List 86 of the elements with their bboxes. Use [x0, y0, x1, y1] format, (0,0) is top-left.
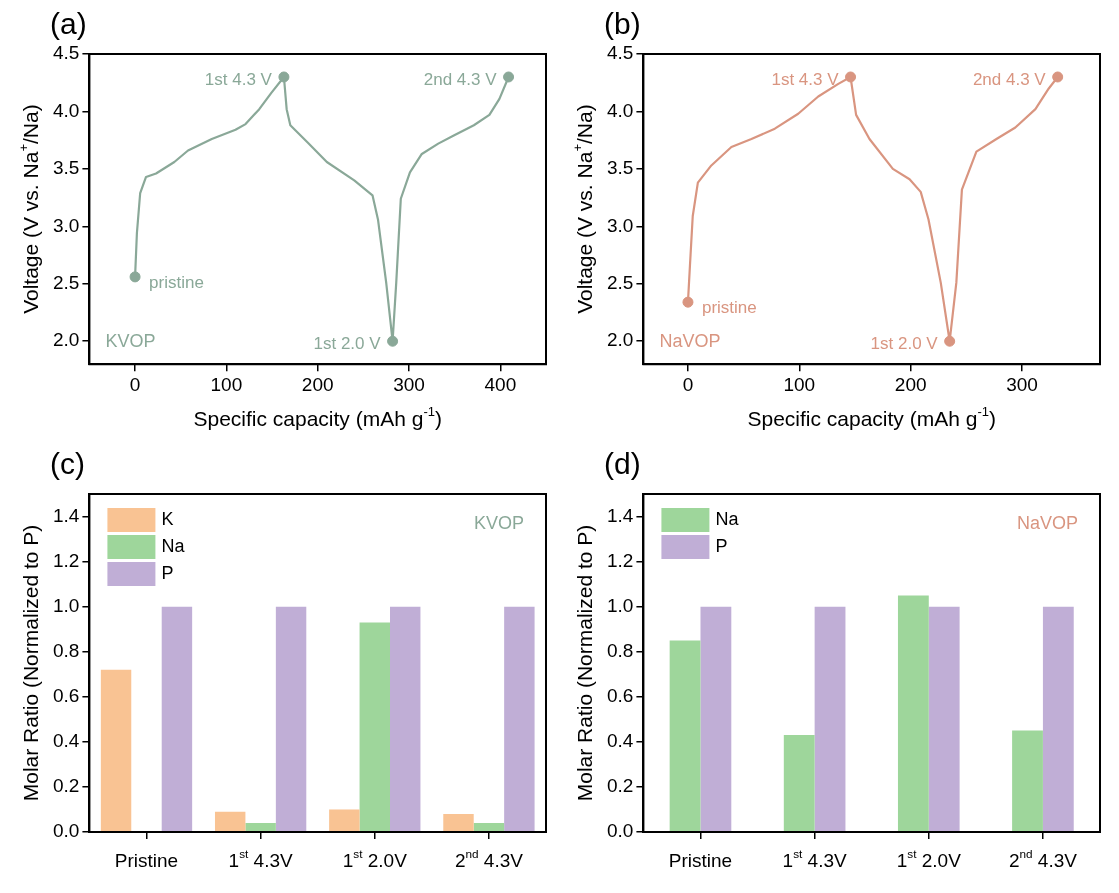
chart-title: (c) — [50, 447, 85, 481]
y-tick-label: 4.0 — [52, 99, 80, 121]
bar — [669, 640, 701, 832]
bar — [161, 606, 193, 832]
bar — [275, 606, 307, 832]
y-axis-title: Molar Ratio (Normalized to P) — [572, 524, 596, 802]
point — [503, 71, 515, 83]
x-tick-label: 100 — [783, 373, 816, 395]
y-tick-label: 4.5 — [606, 42, 634, 64]
bar — [245, 822, 276, 832]
annotation: NaVOP — [659, 331, 721, 352]
y-tick-label: 0.0 — [52, 820, 80, 842]
x-tick-label: Pristine — [668, 850, 733, 872]
y-tick-label: 0.8 — [52, 639, 80, 661]
bar — [329, 809, 360, 832]
legend-label: P — [715, 535, 728, 556]
y-tick-label: 2.0 — [606, 329, 634, 351]
bar — [928, 606, 960, 832]
bar — [783, 735, 815, 832]
legend-label: K — [161, 508, 174, 529]
y-tick-label: 1.2 — [606, 549, 634, 571]
x-tick-label: 0 — [129, 373, 141, 395]
bar — [1042, 606, 1074, 832]
point — [1052, 71, 1064, 83]
bar — [897, 595, 929, 832]
bar — [359, 622, 390, 832]
legend-label: P — [161, 562, 174, 583]
annotation: 1st 2.0 V — [313, 333, 382, 353]
y-tick-label: 0.6 — [52, 685, 80, 707]
y-tick-label: 3.0 — [52, 214, 80, 236]
y-tick-label: 4.5 — [52, 42, 80, 64]
y-tick-label: 3.5 — [52, 157, 80, 179]
x-tick-label: 100 — [210, 373, 243, 395]
bar — [100, 669, 132, 832]
y-tick-label: 1.4 — [606, 504, 634, 526]
x-tick-label: 200 — [894, 373, 927, 395]
annotation: 2nd 4.3 V — [423, 69, 498, 89]
y-tick-label: 3.0 — [606, 214, 634, 236]
point — [682, 296, 694, 308]
bar — [214, 811, 246, 832]
annotation: 1st 2.0 V — [870, 333, 939, 353]
y-tick-label: 0.8 — [606, 639, 634, 661]
y-tick-label: 0.4 — [606, 730, 634, 752]
chart-title: (b) — [604, 7, 641, 41]
y-axis-title: Voltage (V vs. Na+/Na) — [569, 104, 596, 314]
bar — [473, 822, 505, 832]
x-tick-label: 0 — [682, 373, 694, 395]
bar — [1012, 730, 1043, 832]
x-tick-label: 300 — [1006, 373, 1038, 395]
y-tick-label: 2.5 — [52, 272, 80, 294]
y-tick-label: 0.2 — [606, 775, 634, 797]
x-tick-label: 400 — [484, 373, 517, 395]
legend-label: Na — [161, 535, 186, 556]
annotation: 1st 4.3 V — [204, 69, 273, 89]
x-tick-label: 200 — [301, 373, 334, 395]
y-tick-label: 0.2 — [52, 775, 80, 797]
y-tick-label: 1.2 — [52, 549, 80, 571]
annotation: NaVOP — [1016, 512, 1079, 533]
y-tick-label: 0.0 — [606, 820, 634, 842]
bar — [814, 606, 846, 832]
chart-title: (a) — [50, 7, 87, 41]
x-tick-label: 300 — [393, 373, 425, 395]
y-tick-label: 1.0 — [52, 594, 80, 616]
y-tick-label: 3.5 — [606, 157, 634, 179]
y-tick-label: 0.4 — [52, 730, 80, 752]
y-axis-title: Molar Ratio (Normalized to P) — [18, 524, 42, 802]
y-axis-title: Voltage (V vs. Na+/Na) — [15, 104, 42, 314]
y-tick-label: 2.0 — [52, 329, 80, 351]
annotation: pristine — [149, 272, 204, 292]
annotation: pristine — [701, 297, 757, 317]
annotation: KVOP — [105, 331, 156, 352]
bar — [390, 606, 421, 832]
bar — [700, 606, 732, 832]
bar — [504, 606, 535, 832]
annotation: KVOP — [473, 512, 525, 533]
legend-label: Na — [715, 508, 740, 529]
y-tick-label: 1.4 — [52, 504, 80, 526]
y-tick-label: 2.5 — [606, 272, 634, 294]
y-tick-label: 1.0 — [606, 594, 634, 616]
y-tick-label: 4.0 — [606, 99, 634, 121]
annotation: 2nd 4.3 V — [972, 69, 1047, 89]
y-tick-label: 0.6 — [606, 685, 634, 707]
chart-title: (d) — [604, 447, 641, 481]
annotation: 1st 4.3 V — [771, 69, 840, 89]
bar — [443, 813, 474, 832]
x-tick-label: Pristine — [114, 850, 179, 872]
